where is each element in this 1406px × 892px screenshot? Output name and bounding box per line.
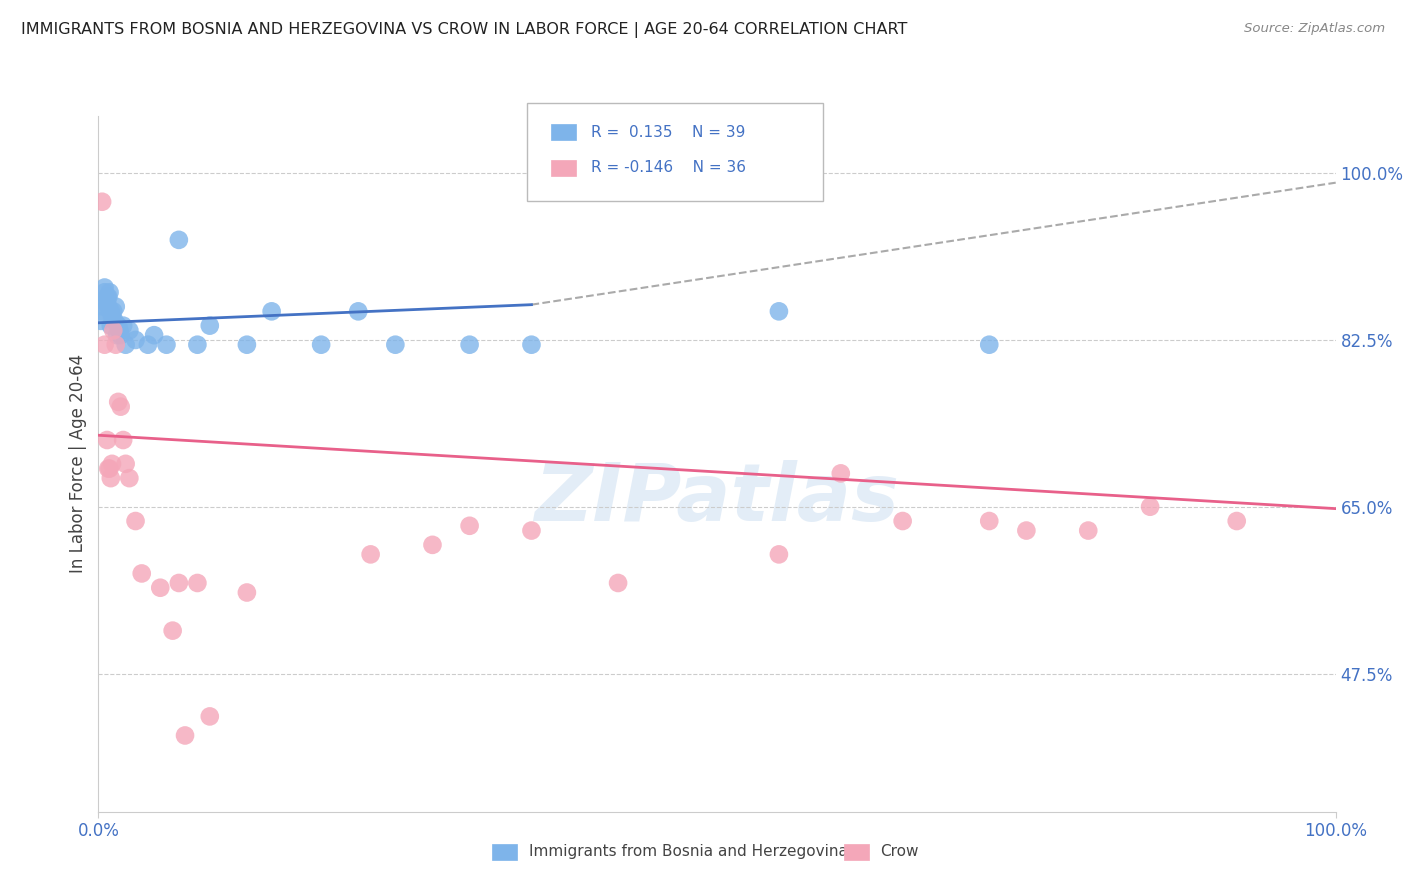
Point	[114, 337, 136, 351]
Point	[112, 433, 135, 447]
Point	[891, 514, 914, 528]
Point	[1077, 524, 1099, 538]
Point	[136, 337, 159, 351]
Point	[167, 576, 190, 591]
Point	[309, 337, 332, 351]
Point	[236, 337, 259, 351]
Point	[198, 709, 221, 723]
Point	[118, 323, 141, 337]
Point	[149, 581, 172, 595]
Point	[768, 548, 790, 562]
Point	[607, 576, 630, 591]
Point	[90, 314, 112, 328]
Text: R = -0.146    N = 36: R = -0.146 N = 36	[591, 161, 745, 175]
Point	[91, 304, 114, 318]
Point	[100, 318, 122, 333]
Point	[114, 457, 136, 471]
Point	[96, 433, 118, 447]
Point	[112, 318, 135, 333]
Text: ZIPatlas: ZIPatlas	[534, 459, 900, 538]
Text: R =  0.135    N = 39: R = 0.135 N = 39	[591, 125, 745, 139]
Point	[174, 729, 197, 743]
Point	[105, 328, 128, 343]
Point	[100, 471, 122, 485]
Point	[1226, 514, 1249, 528]
Point	[93, 337, 115, 351]
Point	[124, 514, 146, 528]
Text: Crow: Crow	[880, 845, 918, 859]
Point	[100, 304, 122, 318]
Point	[97, 290, 120, 304]
Point	[93, 285, 115, 300]
Point	[384, 337, 406, 351]
Point	[131, 566, 153, 581]
Point	[107, 395, 129, 409]
Point	[167, 233, 190, 247]
Point	[979, 514, 1001, 528]
Point	[110, 400, 132, 414]
Point	[107, 318, 129, 333]
Point	[97, 461, 120, 475]
Point	[97, 300, 120, 314]
Point	[104, 300, 127, 314]
Text: Immigrants from Bosnia and Herzegovina: Immigrants from Bosnia and Herzegovina	[529, 845, 848, 859]
Point	[1139, 500, 1161, 514]
Point	[979, 337, 1001, 351]
Point	[143, 328, 166, 343]
Point	[236, 585, 259, 599]
Point	[94, 294, 117, 309]
Point	[422, 538, 444, 552]
Point	[155, 337, 177, 351]
Point	[93, 280, 115, 294]
Point	[186, 576, 208, 591]
Point	[162, 624, 184, 638]
Point	[186, 337, 208, 351]
Point	[520, 337, 543, 351]
Point	[103, 323, 125, 337]
Point	[260, 304, 283, 318]
Point	[98, 285, 121, 300]
Point	[93, 300, 115, 314]
Point	[124, 333, 146, 347]
Point	[101, 457, 124, 471]
Point	[830, 467, 852, 481]
Point	[1015, 524, 1038, 538]
Point	[360, 548, 382, 562]
Text: Source: ZipAtlas.com: Source: ZipAtlas.com	[1244, 22, 1385, 36]
Point	[103, 314, 125, 328]
Point	[110, 328, 132, 343]
Point	[108, 323, 131, 337]
Y-axis label: In Labor Force | Age 20-64: In Labor Force | Age 20-64	[69, 354, 87, 574]
Point	[347, 304, 370, 318]
Point	[104, 337, 127, 351]
Point	[98, 461, 121, 475]
Point	[520, 524, 543, 538]
Point	[101, 309, 124, 323]
Point	[458, 337, 481, 351]
Point	[458, 518, 481, 533]
Text: IMMIGRANTS FROM BOSNIA AND HERZEGOVINA VS CROW IN LABOR FORCE | AGE 20-64 CORREL: IMMIGRANTS FROM BOSNIA AND HERZEGOVINA V…	[21, 22, 907, 38]
Point	[96, 290, 118, 304]
Point	[118, 471, 141, 485]
Point	[198, 318, 221, 333]
Point	[91, 194, 114, 209]
Point	[103, 304, 125, 318]
Point	[768, 304, 790, 318]
